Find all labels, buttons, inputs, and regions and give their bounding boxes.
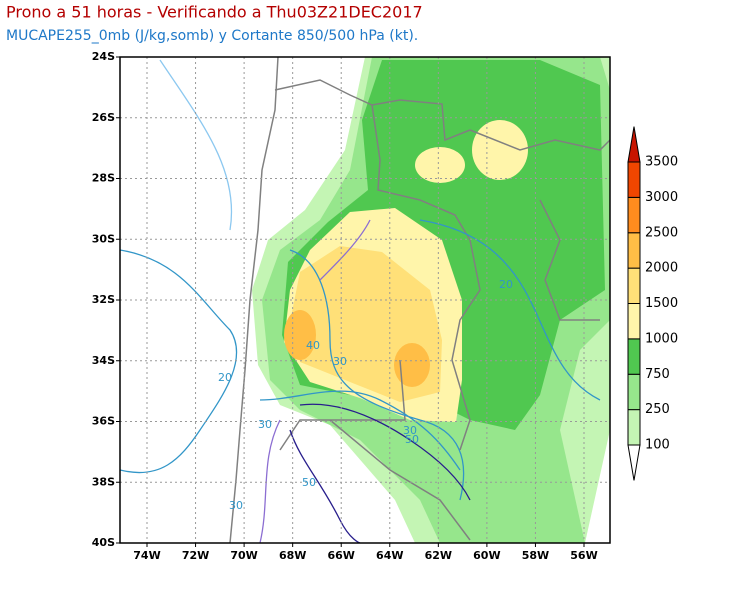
lon-label: 70W (230, 549, 257, 562)
contour-label: 20 (499, 278, 513, 291)
colorbar-label: 3500 (645, 155, 678, 170)
lat-label: 28S (92, 172, 115, 185)
lat-label: 36S (92, 415, 115, 428)
cape-1000 (415, 147, 465, 183)
colorbar-label: 1000 (645, 331, 678, 346)
colorbar-label: 250 (645, 402, 670, 417)
map-frame (119, 56, 611, 544)
colorbar-segment (627, 338, 641, 375)
lon-label: 56W (570, 549, 597, 562)
lat-label: 38S (92, 475, 115, 488)
lon-label: 74W (133, 549, 160, 562)
contour-label: 20 (218, 371, 232, 384)
contours (120, 59, 601, 543)
colorbar-segment (627, 373, 641, 411)
colorbar-high (627, 126, 641, 163)
colorbar-segment (627, 409, 641, 446)
lat-label: 30S (92, 232, 115, 245)
subtitle: MUCAPE255_0mb (J/kg,somb) y Cortante 850… (6, 28, 418, 44)
contour-label: 30 (333, 355, 347, 368)
cape-2000 (284, 310, 316, 360)
lon-label: 60W (473, 549, 500, 562)
colorbar-label: 750 (645, 367, 670, 382)
colorbar-segment (627, 267, 641, 304)
contour-label: 30 (258, 418, 272, 431)
lon-label: 72W (182, 549, 209, 562)
contour-label: 30 (403, 424, 417, 437)
cape-2000 (394, 343, 430, 387)
lon-label: 68W (279, 549, 306, 562)
colorbar-label: 100 (645, 438, 670, 453)
contour-label: 50 (405, 433, 419, 446)
lon-label: 64W (376, 549, 403, 562)
lat-label: 40S (92, 536, 115, 549)
title: Prono a 51 horas - Verificando a Thu03Z2… (6, 3, 423, 22)
colorbar-segment (627, 232, 641, 269)
lon-label: 62W (425, 549, 452, 562)
cape-1000 (472, 120, 528, 180)
lat-label: 24S (92, 50, 115, 63)
colorbar-label: 2500 (645, 225, 678, 240)
contour-label: 30 (229, 499, 243, 512)
colorbar-low (627, 444, 641, 481)
colorbar-segment (627, 303, 641, 340)
axis-labels: 24S 26S 28S 30S 32S 34S 36S 38S 40S 74W 72W 70W 68W 6… (92, 50, 598, 562)
colorbar-segment (627, 196, 641, 234)
lon-label: 58W (522, 549, 549, 562)
colorbar-segment (627, 161, 641, 198)
colorbar-label: 1500 (645, 296, 678, 311)
colorbar-label: 2000 (645, 261, 678, 276)
lat-label: 26S (92, 111, 115, 124)
lat-label: 34S (92, 354, 115, 367)
contour-label: 50 (302, 476, 316, 489)
contour-label: 40 (306, 339, 320, 352)
lat-label: 32S (92, 293, 115, 306)
lon-label: 66W (327, 549, 354, 562)
colorbar: 100 250 750 1000 1500 2000 2500 3000 3500 (627, 126, 678, 481)
colorbar-label: 3000 (645, 190, 678, 205)
